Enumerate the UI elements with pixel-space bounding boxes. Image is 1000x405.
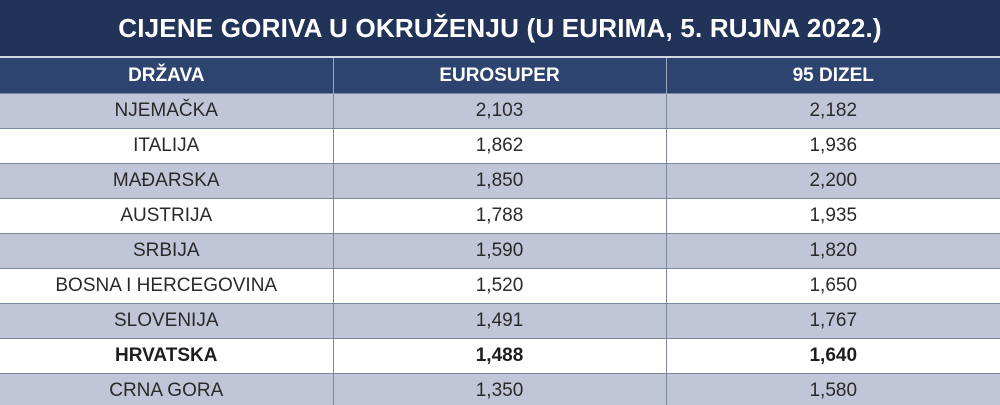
- column-header-dizel: 95 DIZEL: [666, 58, 1000, 94]
- dizel-cell: 1,820: [666, 233, 1000, 269]
- eurosuper-cell: 2,103: [333, 93, 667, 129]
- table-row: MAĐARSKA 1,850 2,200: [0, 163, 1000, 199]
- table-body: NJEMAČKA 2,103 2,182 ITALIJA 1,862 1,936 MAĐAR…: [0, 93, 1000, 405]
- country-cell: HRVATSKA: [0, 338, 334, 374]
- eurosuper-cell: 1,488: [333, 338, 667, 374]
- dizel-cell: 1,935: [666, 198, 1000, 234]
- table-row: SRBIJA 1,590 1,820: [0, 233, 1000, 269]
- table-row: NJEMAČKA 2,103 2,182: [0, 93, 1000, 129]
- eurosuper-cell: 1,862: [333, 128, 667, 164]
- table-row: AUSTRIJA 1,788 1,935: [0, 198, 1000, 234]
- eurosuper-cell: 1,590: [333, 233, 667, 269]
- country-cell: MAĐARSKA: [0, 163, 334, 199]
- eurosuper-cell: 1,520: [333, 268, 667, 304]
- column-header-eurosuper: EUROSUPER: [333, 58, 667, 94]
- eurosuper-cell: 1,350: [333, 373, 667, 405]
- header-row: DRŽAVA EUROSUPER 95 DIZEL: [0, 58, 1000, 94]
- dizel-cell: 1,640: [666, 338, 1000, 374]
- country-cell: AUSTRIJA: [0, 198, 334, 234]
- fuel-price-table: DRŽAVA EUROSUPER 95 DIZEL NJEMAČKA 2,103 2…: [0, 58, 1000, 405]
- eurosuper-cell: 1,850: [333, 163, 667, 199]
- table-row: BOSNA I HERCEGOVINA 1,520 1,650: [0, 268, 1000, 304]
- eurosuper-cell: 1,491: [333, 303, 667, 339]
- country-cell: BOSNA I HERCEGOVINA: [0, 268, 334, 304]
- country-cell: SLOVENIJA: [0, 303, 334, 339]
- table-title: CIJENE GORIVA U OKRUŽENJU (U EURIMA, 5. …: [0, 0, 1000, 58]
- table-row: SLOVENIJA 1,491 1,767: [0, 303, 1000, 339]
- dizel-cell: 2,182: [666, 93, 1000, 129]
- table-row: HRVATSKA 1,488 1,640: [0, 338, 1000, 374]
- country-cell: CRNA GORA: [0, 373, 334, 405]
- dizel-cell: 2,200: [666, 163, 1000, 199]
- column-header-country: DRŽAVA: [0, 58, 334, 94]
- country-cell: ITALIJA: [0, 128, 334, 164]
- country-cell: SRBIJA: [0, 233, 334, 269]
- dizel-cell: 1,650: [666, 268, 1000, 304]
- dizel-cell: 1,580: [666, 373, 1000, 405]
- eurosuper-cell: 1,788: [333, 198, 667, 234]
- dizel-cell: 1,936: [666, 128, 1000, 164]
- table-row: ITALIJA 1,862 1,936: [0, 128, 1000, 164]
- table-row: CRNA GORA 1,350 1,580: [0, 373, 1000, 405]
- country-cell: NJEMAČKA: [0, 93, 334, 129]
- dizel-cell: 1,767: [666, 303, 1000, 339]
